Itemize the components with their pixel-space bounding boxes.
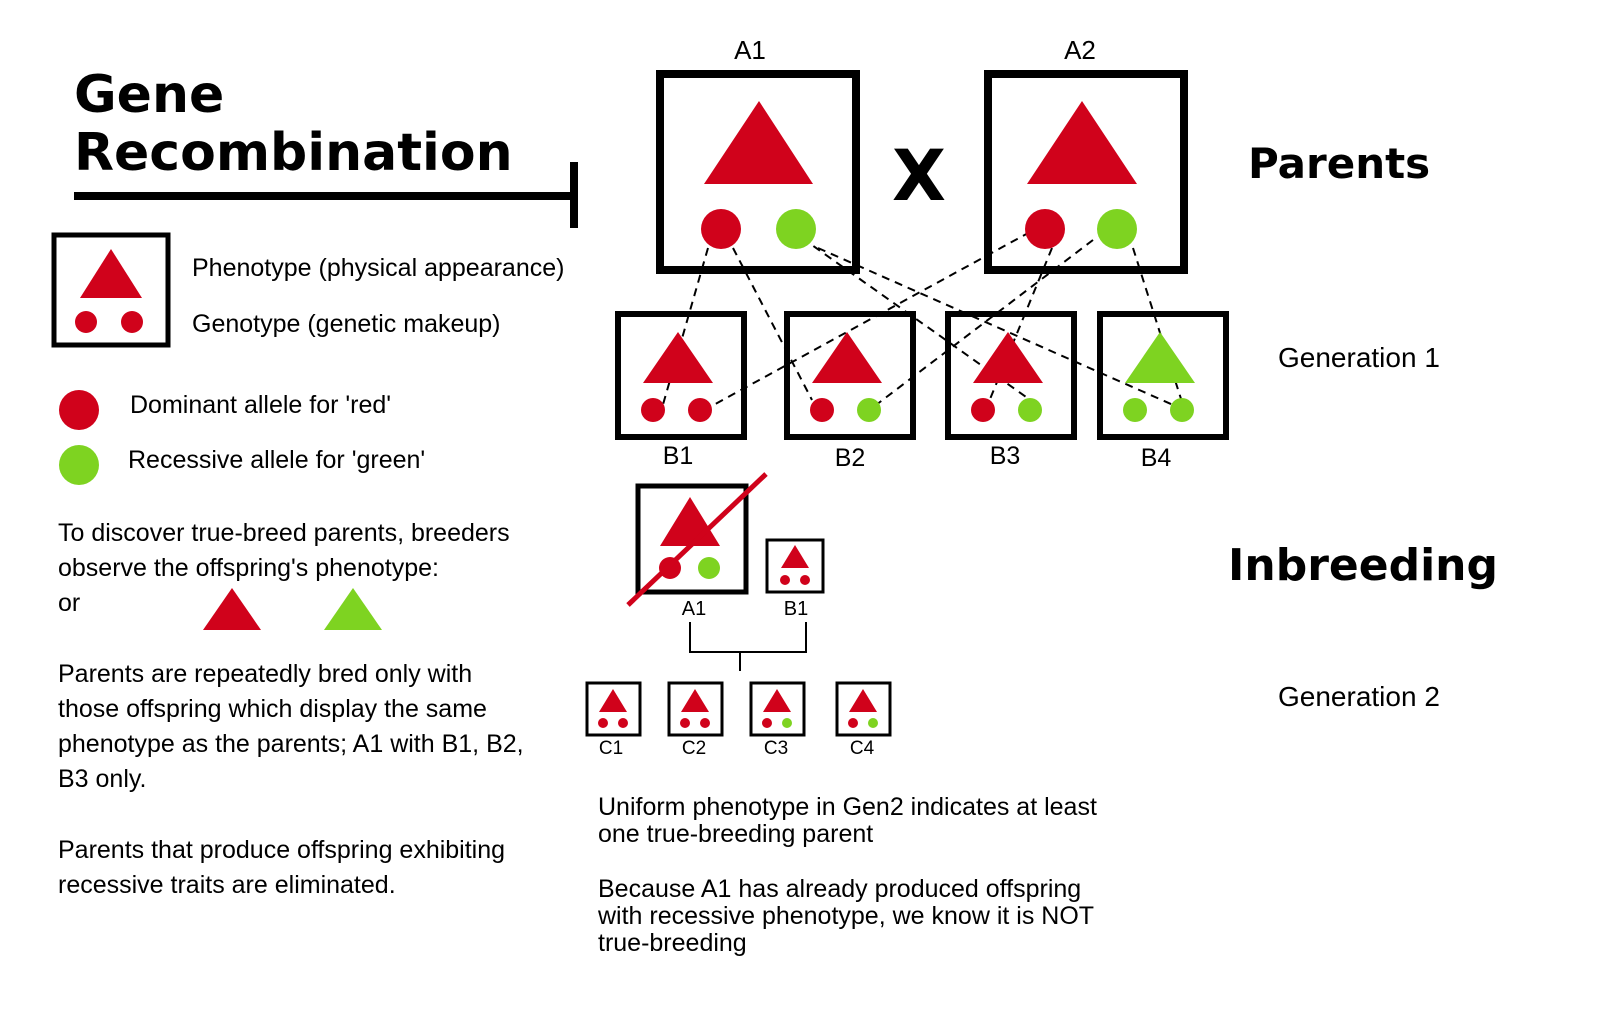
allele-icon xyxy=(680,718,690,728)
phenotype-triangle-icon xyxy=(704,101,813,184)
because-note-line-3: true-breeding xyxy=(598,929,747,957)
allele-icon xyxy=(868,718,878,728)
eliminate-note-line-2: recessive traits are eliminated. xyxy=(58,871,396,899)
allele-icon xyxy=(762,718,772,728)
gen2-label-c4: C4 xyxy=(850,738,875,759)
gen2-box-c1 xyxy=(585,681,642,737)
phenotype-triangle-icon xyxy=(599,689,627,712)
parents-heading: Parents xyxy=(1248,139,1430,188)
allele-icon xyxy=(1123,398,1147,422)
discover-note-line-2: observe the offspring's phenotype: xyxy=(58,554,439,582)
inbreeding-box-a1 xyxy=(626,472,768,607)
dominant-allele-icon xyxy=(59,390,99,430)
genotype-label: Genotype (genetic makeup) xyxy=(192,310,501,338)
green-triangle-icon xyxy=(324,588,382,630)
allele-icon xyxy=(700,718,710,728)
allele-icon xyxy=(688,398,712,422)
gen2-label-c2: C2 xyxy=(682,738,706,759)
inheritance-lines xyxy=(661,231,1183,409)
phenotype-triangle-icon xyxy=(812,332,882,383)
gen2-label-c1: C1 xyxy=(599,738,623,759)
because-note-line-1: Because A1 has already produced offsprin… xyxy=(598,875,1081,903)
allele-icon xyxy=(780,575,790,585)
generation-1-heading: Generation 1 xyxy=(1278,342,1440,373)
because-note-line-2: with recessive phenotype, we know it is … xyxy=(597,902,1094,930)
cross-symbol: X xyxy=(892,135,946,217)
allele-icon xyxy=(848,718,858,728)
discover-note-or: or xyxy=(58,589,80,617)
gen1-box-b3 xyxy=(945,311,1077,440)
phenotype-triangle-icon xyxy=(781,545,809,568)
gen1-box-b4 xyxy=(1097,311,1229,440)
inbreeding-box-b1 xyxy=(765,538,825,594)
allele-icon xyxy=(1025,209,1065,249)
parent-box-a2 xyxy=(984,70,1188,274)
phenotype-triangle-icon xyxy=(849,689,877,712)
phenotype-triangle-icon xyxy=(660,497,720,546)
gen2-box-c2 xyxy=(667,681,724,737)
parent-label-a1: A1 xyxy=(734,35,766,65)
allele-icon xyxy=(701,209,741,249)
recessive-allele-icon xyxy=(59,445,99,485)
phenotype-triangle-icon xyxy=(1027,101,1137,184)
allele-icon xyxy=(800,575,810,585)
allele-icon xyxy=(618,718,628,728)
gen2-box-c3 xyxy=(749,681,806,737)
repeat-note-line-2: those offspring which display the same xyxy=(58,695,487,723)
repeat-note-line-3: phenotype as the parents; A1 with B1, B2… xyxy=(58,730,524,758)
discover-note-line-1: To discover true-breed parents, breeders xyxy=(58,519,510,547)
phenotype-triangle-icon xyxy=(763,689,791,712)
uniform-note-line-2: one true-breeding parent xyxy=(598,820,873,848)
allele-icon xyxy=(641,398,665,422)
legend-triangle-icon xyxy=(80,249,142,298)
legend-box xyxy=(51,232,171,348)
title-line-2: Recombination xyxy=(74,123,513,183)
phenotype-triangle-icon xyxy=(1125,332,1195,383)
allele-icon xyxy=(1097,209,1137,249)
allele-icon xyxy=(857,398,881,422)
allele-icon xyxy=(810,398,834,422)
phenotype-triangle-icon xyxy=(973,332,1043,383)
recessive-allele-label: Recessive allele for 'green' xyxy=(128,446,425,474)
gen1-label-b2: B2 xyxy=(835,444,866,472)
allele-icon xyxy=(698,557,720,579)
parent-label-a2: A2 xyxy=(1064,35,1096,65)
phenotype-triangle-icon xyxy=(643,332,713,383)
gen1-box-b2 xyxy=(784,311,916,440)
title-underline xyxy=(74,162,578,228)
uniform-note-line-1: Uniform phenotype in Gen2 indicates at l… xyxy=(598,793,1097,821)
allele-icon xyxy=(782,718,792,728)
repeat-note-line-4: B3 only. xyxy=(58,765,146,793)
allele-icon xyxy=(776,209,816,249)
allele-icon xyxy=(971,398,995,422)
allele-icon xyxy=(1018,398,1042,422)
legend-allele-icon xyxy=(75,311,97,333)
pedigree-connector xyxy=(689,622,807,671)
gen2-label-c3: C3 xyxy=(764,738,788,759)
title-line-1: Gene xyxy=(74,65,224,125)
red-triangle-icon xyxy=(203,588,261,630)
inbreeding-label-b1: B1 xyxy=(784,598,808,620)
eliminate-note-line-1: Parents that produce offspring exhibitin… xyxy=(58,836,505,864)
dominant-allele-label: Dominant allele for 'red' xyxy=(130,391,391,419)
inbreeding-label-a1: A1 xyxy=(682,598,706,620)
allele-icon xyxy=(1170,398,1194,422)
phenotype-triangle-icon xyxy=(681,689,709,712)
gen1-label-b1: B1 xyxy=(663,442,694,470)
inbreeding-heading: Inbreeding xyxy=(1228,540,1498,591)
gen1-label-b3: B3 xyxy=(990,442,1021,470)
generation-2-heading: Generation 2 xyxy=(1278,681,1440,712)
repeat-note-line-1: Parents are repeatedly bred only with xyxy=(58,660,472,688)
legend-allele-icon xyxy=(121,311,143,333)
gen2-box-c4 xyxy=(835,681,892,737)
phenotype-label: Phenotype (physical appearance) xyxy=(192,254,564,282)
gen1-box-b1 xyxy=(615,311,747,440)
crossed-out-line xyxy=(626,472,768,607)
allele-icon xyxy=(598,718,608,728)
gen1-label-b4: B4 xyxy=(1141,444,1172,472)
parent-box-a1 xyxy=(656,70,860,274)
